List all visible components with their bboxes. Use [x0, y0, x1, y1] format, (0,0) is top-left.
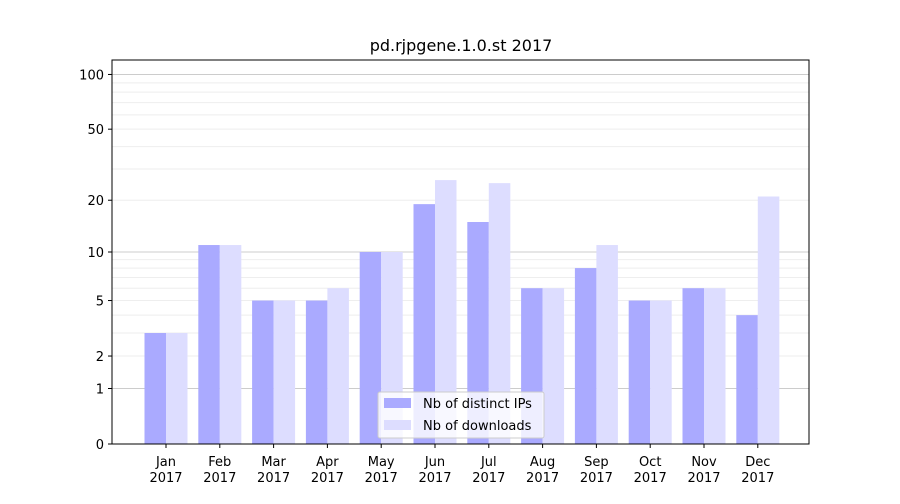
x-tick-label-year: 2017 [203, 471, 236, 486]
y-tick-label: 10 [87, 246, 104, 261]
x-tick-label-year: 2017 [580, 471, 613, 486]
x-tick-label-year: 2017 [149, 471, 182, 486]
bar-downloads [650, 300, 672, 444]
bar-distinct-ips [413, 204, 435, 444]
bar-downloads [166, 332, 188, 444]
bar-downloads [596, 245, 618, 444]
x-tick-label-month: Apr [316, 455, 339, 470]
x-tick-label-month: Nov [691, 455, 717, 470]
x-tick-label-month: Aug [530, 455, 555, 470]
x-tick-label-year: 2017 [634, 471, 667, 486]
x-tick-label-month: Feb [208, 455, 231, 470]
legend-box [377, 391, 545, 439]
bar-distinct-ips [467, 221, 489, 444]
y-tick-label: 2 [96, 350, 104, 365]
bar-downloads [704, 288, 726, 444]
x-tick-label-month: Dec [745, 455, 770, 470]
x-tick-label-month: Sep [584, 455, 609, 470]
bar-downloads [435, 180, 457, 444]
bar-distinct-ips [144, 332, 166, 444]
y-tick-label: 50 [87, 123, 104, 138]
bar-distinct-ips [574, 268, 597, 444]
x-tick-label-year: 2017 [741, 471, 774, 486]
bar-distinct-ips [198, 245, 220, 444]
bar-distinct-ips [682, 288, 704, 444]
x-axis: Jan2017Feb2017Mar2017Apr2017May2017Jun20… [149, 444, 774, 486]
y-tick-label: 100 [79, 68, 104, 83]
y-tick-label: 20 [87, 194, 104, 209]
x-tick-label-month: May [368, 455, 395, 470]
bar-distinct-ips [252, 300, 274, 444]
x-tick-label-year: 2017 [257, 471, 290, 486]
bar-distinct-ips [305, 300, 328, 444]
bar-downloads [219, 245, 242, 444]
bar-downloads [542, 288, 565, 444]
chart-title: pd.rjpgene.1.0.st 2017 [370, 36, 553, 55]
y-tick-label: 1 [96, 382, 104, 397]
legend-swatch-distinct-ips [384, 398, 411, 408]
bar-downloads [273, 300, 296, 444]
y-tick-label: 5 [96, 295, 104, 310]
x-tick-label-year: 2017 [418, 471, 451, 486]
x-tick-label-year: 2017 [472, 471, 505, 486]
x-tick-label-month: Jun [424, 455, 445, 470]
bar-downloads [488, 183, 511, 445]
bars [144, 180, 780, 445]
x-tick-label-year: 2017 [365, 471, 398, 486]
legend-swatch-downloads [384, 420, 411, 430]
y-tick-label: 0 [96, 438, 104, 453]
x-tick-label-year: 2017 [311, 471, 344, 486]
x-tick-label-month: Oct [639, 455, 661, 470]
legend-label-distinct-ips: Nb of distinct IPs [423, 397, 532, 412]
bar-downloads [327, 288, 349, 444]
x-tick-label-year: 2017 [687, 471, 720, 486]
bar-distinct-ips [736, 315, 758, 444]
legend: Nb of distinct IPs Nb of downloads [377, 391, 545, 439]
y-axis: 0 1 2 5 10 20 50 100 [79, 68, 112, 453]
x-tick-label-month: Jul [480, 455, 497, 470]
legend-label-downloads: Nb of downloads [423, 419, 532, 434]
bar-downloads [757, 196, 780, 444]
bar-distinct-ips [628, 300, 651, 444]
x-tick-label-month: Jan [155, 455, 176, 470]
bar-distinct-ips [359, 252, 382, 444]
x-tick-label-year: 2017 [526, 471, 559, 486]
x-tick-label-month: Mar [261, 455, 286, 470]
